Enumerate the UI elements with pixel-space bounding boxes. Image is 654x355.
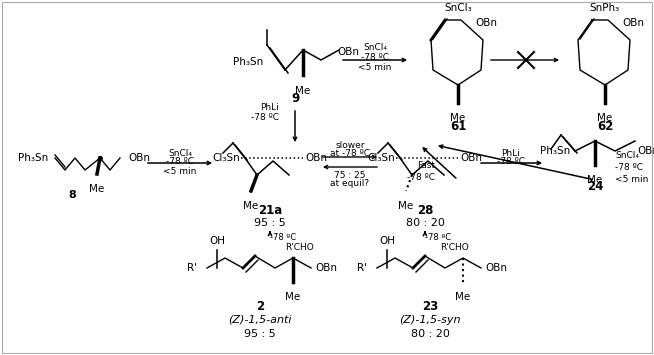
Text: R': R' [357, 263, 367, 273]
Text: 23: 23 [422, 300, 438, 312]
Text: at equil?: at equil? [330, 180, 370, 189]
Text: 80 : 20: 80 : 20 [411, 329, 449, 339]
Text: -78 ºC: -78 ºC [361, 54, 389, 62]
Text: Me: Me [455, 292, 471, 302]
Text: OBn: OBn [128, 153, 150, 163]
Text: slower: slower [336, 141, 365, 149]
Text: PhLi: PhLi [260, 103, 279, 111]
Text: <5 min: <5 min [164, 166, 197, 175]
Text: OBn: OBn [460, 153, 482, 163]
Text: SnCl₃: SnCl₃ [444, 3, 472, 13]
Text: 21a: 21a [258, 204, 282, 218]
Text: R'CHO: R'CHO [440, 242, 469, 251]
Text: SnPh₃: SnPh₃ [590, 3, 620, 13]
Text: 9: 9 [291, 92, 299, 104]
Text: -78 ºC: -78 ºC [407, 173, 435, 181]
Text: Me: Me [587, 175, 602, 185]
Text: <5 min: <5 min [615, 175, 648, 184]
Text: OBn: OBn [315, 263, 337, 273]
Text: 28: 28 [417, 204, 433, 218]
Text: OBn: OBn [637, 146, 654, 156]
Text: OBn: OBn [305, 153, 327, 163]
Text: R': R' [187, 263, 197, 273]
Text: SnCl₄: SnCl₄ [615, 151, 639, 159]
Text: (Z)-1,5-syn: (Z)-1,5-syn [399, 315, 461, 325]
Text: OBn: OBn [485, 263, 507, 273]
Text: 2: 2 [256, 300, 264, 312]
Text: Me: Me [296, 86, 311, 96]
Text: Me: Me [451, 113, 466, 123]
Text: SnCl₄: SnCl₄ [168, 148, 192, 158]
Text: -78 ºC: -78 ºC [270, 233, 296, 241]
Text: Ph₃Sn: Ph₃Sn [540, 146, 570, 156]
Text: SnCl₄: SnCl₄ [363, 44, 387, 53]
Text: Ph₃Sn: Ph₃Sn [18, 153, 48, 163]
Text: 24: 24 [587, 180, 603, 193]
Text: -78 ºC: -78 ºC [425, 233, 451, 241]
Text: OBn: OBn [622, 18, 644, 28]
Text: Fast: Fast [417, 160, 435, 169]
Text: 75 : 25: 75 : 25 [334, 170, 366, 180]
Text: Me: Me [243, 201, 258, 211]
Text: Me: Me [398, 201, 413, 211]
Text: at -78 ºC: at -78 ºC [330, 149, 370, 158]
Text: -78 ºC: -78 ºC [615, 163, 643, 171]
Text: R'CHO: R'CHO [285, 242, 314, 251]
Text: OBn: OBn [337, 47, 359, 57]
Text: Me: Me [597, 113, 613, 123]
Text: OBn: OBn [475, 18, 497, 28]
Text: -78 ºC: -78 ºC [166, 158, 194, 166]
Text: OH: OH [379, 236, 395, 246]
Text: Cl₃Sn: Cl₃Sn [213, 153, 240, 163]
Text: 8: 8 [68, 190, 76, 200]
Text: PhLi: PhLi [502, 148, 521, 158]
Text: -78 ºC: -78 ºC [497, 158, 525, 166]
Text: 95 : 5: 95 : 5 [244, 329, 276, 339]
Text: 95 : 5: 95 : 5 [254, 218, 286, 228]
Text: Me: Me [90, 184, 105, 194]
Text: -78 ºC: -78 ºC [251, 113, 279, 121]
Text: 62: 62 [597, 120, 613, 133]
Text: OH: OH [209, 236, 225, 246]
Text: <5 min: <5 min [358, 64, 392, 72]
Text: Me: Me [285, 292, 301, 302]
Text: (Z)-1,5-anti: (Z)-1,5-anti [228, 315, 292, 325]
Text: 80 : 20: 80 : 20 [405, 218, 445, 228]
Text: Ph₃Sn: Ph₃Sn [233, 57, 263, 67]
Text: Cl₃Sn: Cl₃Sn [368, 153, 395, 163]
Text: 61: 61 [450, 120, 466, 133]
